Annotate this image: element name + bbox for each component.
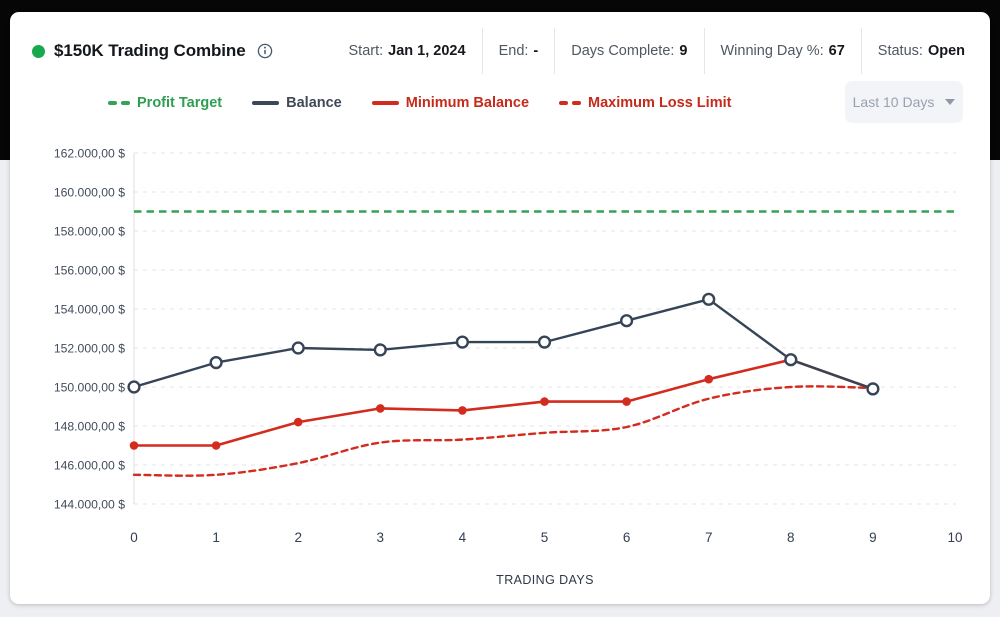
balance-point[interactable] bbox=[209, 356, 223, 370]
stat-label: End: bbox=[498, 43, 529, 59]
dashed-line-swatch bbox=[559, 101, 582, 105]
min-balance-point[interactable] bbox=[458, 406, 467, 415]
stat-item: Status: Open bbox=[860, 28, 965, 74]
x-tick-label: 9 bbox=[869, 530, 877, 545]
stat-item: Days Complete: 9 bbox=[554, 28, 703, 74]
x-tick-label: 5 bbox=[541, 530, 549, 545]
x-tick-label: 0 bbox=[130, 530, 138, 545]
y-tick-label: 144.000,00 $ bbox=[54, 498, 125, 512]
y-tick-label: 160.000,00 $ bbox=[54, 186, 125, 200]
y-tick-label: 150.000,00 $ bbox=[54, 381, 125, 395]
balance-point[interactable] bbox=[537, 335, 552, 349]
balance-point[interactable] bbox=[784, 353, 798, 367]
stat-value: 67 bbox=[828, 43, 845, 59]
balance-chart[interactable]: 162.000,00 $ 160.000,00 $ 158.000,00 $ 156.… bbox=[10, 140, 990, 600]
range-selector[interactable]: Last 10 Days bbox=[845, 81, 963, 123]
stat-item: Start: Jan 1, 2024 bbox=[333, 28, 482, 74]
min-balance-point[interactable] bbox=[129, 441, 139, 450]
combine-header: $150K Trading Combine Start: Jan 1, 2024 E… bbox=[10, 20, 990, 82]
legend-item-profit-target[interactable]: Profit Target bbox=[108, 95, 222, 111]
stat-item: End: - bbox=[481, 28, 555, 74]
x-tick-label: 10 bbox=[947, 530, 962, 545]
legend-item-maximum-loss-limit[interactable]: Maximum Loss Limit bbox=[559, 95, 731, 111]
min-balance-point[interactable] bbox=[376, 404, 385, 413]
solid-line-swatch bbox=[371, 101, 399, 105]
stat-label: Status: bbox=[877, 43, 923, 59]
chart-legend: Profit Target Balance Minimum Balance Maxim… bbox=[108, 95, 731, 111]
legend-item-minimum-balance[interactable]: Minimum Balance bbox=[371, 95, 530, 111]
minimum-balance-line bbox=[132, 358, 875, 447]
x-tick-label: 8 bbox=[787, 530, 795, 545]
chevron-down-icon bbox=[945, 99, 956, 105]
legend-row: Profit Target Balance Minimum Balance Maxim… bbox=[10, 81, 990, 124]
stat-label: Winning Day %: bbox=[720, 43, 824, 59]
x-axis-title: TRADING DAYS bbox=[496, 573, 594, 587]
stat-label: Days Complete: bbox=[571, 43, 675, 59]
x-tick-label: 6 bbox=[623, 530, 631, 545]
balance-point[interactable] bbox=[373, 343, 387, 357]
legend-label: Maximum Loss Limit bbox=[588, 95, 732, 111]
stat-value: Jan 1, 2024 bbox=[388, 43, 466, 59]
balance-point[interactable] bbox=[702, 292, 716, 306]
x-tick-label: 2 bbox=[294, 530, 302, 545]
y-tick-label: 158.000,00 $ bbox=[54, 225, 125, 239]
solid-line-swatch bbox=[252, 101, 280, 105]
dashed-line-swatch bbox=[108, 101, 130, 105]
status-dot bbox=[32, 44, 45, 58]
y-tick-label: 154.000,00 $ bbox=[54, 303, 125, 317]
y-tick-label: 162.000,00 $ bbox=[54, 147, 125, 161]
combine-stats: Start: Jan 1, 2024 End: - Days Complete: 9 Win… bbox=[333, 28, 965, 74]
stat-value: 9 bbox=[679, 43, 688, 59]
x-tick-label: 4 bbox=[459, 530, 467, 545]
legend-label: Balance bbox=[286, 95, 342, 111]
balance-point[interactable] bbox=[291, 341, 305, 355]
legend-label: Minimum Balance bbox=[405, 95, 530, 111]
stat-item: Winning Day %: 67 bbox=[703, 28, 861, 74]
combine-card: $150K Trading Combine Start: Jan 1, 2024 E… bbox=[10, 12, 990, 604]
legend-item-balance[interactable]: Balance bbox=[252, 95, 342, 111]
x-tick-label: 1 bbox=[212, 530, 220, 545]
balance-point[interactable] bbox=[455, 335, 470, 349]
page-title: $150K Trading Combine bbox=[54, 41, 246, 60]
stat-value: Open bbox=[927, 43, 965, 59]
legend-label: Profit Target bbox=[137, 95, 223, 111]
y-tick-label: 152.000,00 $ bbox=[54, 342, 125, 356]
min-balance-point[interactable] bbox=[622, 397, 631, 406]
x-tick-label: 3 bbox=[377, 530, 385, 545]
min-balance-point[interactable] bbox=[293, 417, 303, 427]
y-tick-label: 148.000,00 $ bbox=[54, 420, 125, 434]
stat-label: Start: bbox=[348, 43, 384, 59]
title-group: $150K Trading Combine bbox=[32, 41, 273, 61]
min-balance-point[interactable] bbox=[704, 374, 713, 384]
balance-point[interactable] bbox=[127, 380, 141, 394]
y-tick-label: 156.000,00 $ bbox=[54, 264, 125, 278]
stat-value: - bbox=[533, 43, 539, 59]
range-selector-label: Last 10 Days bbox=[852, 94, 935, 110]
balance-point[interactable] bbox=[866, 382, 880, 396]
min-balance-point[interactable] bbox=[540, 397, 549, 406]
x-tick-label: 7 bbox=[705, 530, 713, 545]
maximum-loss-limit-line bbox=[132, 385, 875, 477]
y-tick-label: 146.000,00 $ bbox=[54, 459, 125, 473]
min-balance-point[interactable] bbox=[211, 441, 221, 450]
info-icon[interactable] bbox=[257, 43, 273, 59]
balance-point[interactable] bbox=[619, 314, 634, 328]
balance-line bbox=[132, 298, 875, 391]
